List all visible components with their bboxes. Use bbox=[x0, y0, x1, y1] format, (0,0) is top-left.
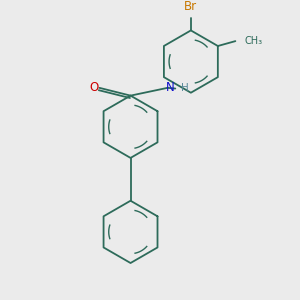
Text: O: O bbox=[89, 81, 98, 94]
Text: CH₃: CH₃ bbox=[244, 36, 262, 46]
Text: N: N bbox=[166, 81, 175, 94]
Text: Br: Br bbox=[184, 0, 197, 13]
Text: H: H bbox=[181, 83, 189, 93]
